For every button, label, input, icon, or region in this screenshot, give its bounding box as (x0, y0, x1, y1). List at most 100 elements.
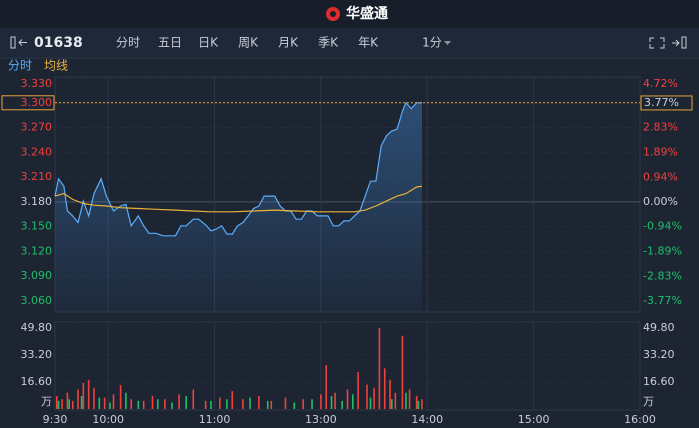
y-tick-label: 3.180 (21, 195, 53, 208)
y-tick-label: 3.330 (21, 77, 53, 90)
volume-bar (164, 399, 166, 409)
interval-select[interactable]: 1分 (422, 36, 442, 50)
volume-bar (357, 372, 359, 409)
x-tick-label: 14:00 (411, 413, 443, 426)
y2-tick-label: 1.89% (643, 145, 678, 158)
period-tab[interactable]: 周K (238, 36, 259, 50)
volume-bar (66, 392, 69, 409)
volume-bar (258, 395, 260, 409)
volume-bar (80, 395, 83, 409)
x-tick-label: 15:00 (518, 413, 550, 426)
volume-bar (325, 365, 328, 409)
y-tick-label: 3.270 (21, 121, 53, 134)
average-line (54, 185, 423, 213)
volume-bar (284, 397, 287, 409)
volume-bar (270, 400, 273, 409)
volume-tick-label: 16.60 (21, 375, 53, 388)
volume-bar (82, 382, 85, 409)
volume-bar (405, 392, 407, 409)
collapse-icon[interactable] (10, 36, 27, 49)
period-tab[interactable]: 分时 (116, 36, 140, 50)
volume-bar (311, 399, 313, 409)
y-tick-label: 3.240 (21, 145, 53, 158)
volume-bar (391, 399, 393, 409)
x-tick-label: 16:00 (624, 413, 656, 426)
volume-bar (61, 399, 63, 409)
volume-bar (204, 400, 207, 409)
volume-bar (346, 389, 349, 409)
volume-bar (171, 402, 173, 409)
price-area (55, 102, 422, 312)
volume-bar (293, 402, 296, 409)
volume-bar (401, 335, 404, 409)
volume-bar (98, 397, 101, 409)
volume-bar (87, 380, 90, 409)
volume-tick-label: 49.80 (643, 321, 675, 334)
x-tick-label: 13:00 (305, 413, 337, 426)
volume-bar (231, 391, 234, 409)
y2-tick-label: 4.72% (643, 77, 678, 90)
volume-bar (71, 400, 74, 409)
volume-tick-label: 33.20 (643, 348, 675, 361)
volume-bar (389, 379, 391, 409)
volume-bar (334, 392, 336, 409)
expand-icon[interactable] (672, 36, 687, 49)
volume-tick-label: 16.60 (643, 375, 675, 388)
y2-tick-label: -0.94% (643, 220, 682, 233)
symbol: 01638 (34, 35, 83, 51)
period-tab[interactable]: 月K (278, 36, 299, 50)
y2-tick-label: -1.89% (643, 245, 682, 258)
volume-bar (242, 399, 244, 409)
volume-bar (157, 399, 159, 409)
volume-bar (119, 385, 122, 409)
volume-bar (352, 394, 354, 409)
volume-bar (394, 392, 397, 409)
y-tick-label: 3.060 (21, 294, 53, 307)
fullscreen-icon[interactable] (649, 37, 665, 49)
volume-bar (320, 394, 322, 409)
y2-tick-label: -2.83% (643, 269, 682, 282)
volume-bar (57, 400, 60, 409)
volume-tick-label: 33.20 (21, 348, 53, 361)
volume-unit: 万 (41, 395, 52, 408)
period-tab[interactable]: 季K (318, 36, 339, 50)
period-tab[interactable]: 五日 (158, 36, 182, 50)
volume-bar (417, 400, 420, 409)
volume-bar (415, 395, 418, 409)
volume-bar (330, 395, 333, 409)
last-price-label: 3.300 (21, 96, 53, 109)
volume-bar (226, 399, 228, 409)
dropdown-arrow[interactable] (444, 41, 451, 45)
volume-bar (249, 397, 251, 409)
volume-bar (192, 389, 195, 409)
volume-bar (369, 397, 372, 409)
legend-tab[interactable]: 分时 (8, 59, 32, 73)
y2-tick-label: -3.77% (643, 294, 682, 307)
volume-bar (266, 400, 269, 409)
volume-bar (68, 399, 70, 409)
volume-bar (125, 392, 127, 409)
legend-tab[interactable]: 均线 (44, 59, 68, 73)
volume-bar (109, 402, 111, 409)
x-tick-label: 9:30 (43, 413, 68, 426)
volume-bar (341, 400, 343, 409)
volume-unit: 万 (643, 395, 654, 408)
period-tab[interactable]: 年K (358, 36, 379, 50)
volume-bar (366, 384, 368, 409)
last-change-label: 3.77% (644, 96, 679, 109)
volume-panel (54, 321, 641, 411)
volume-bar (210, 400, 212, 409)
volume-bar (383, 368, 386, 409)
volume-bar (373, 387, 375, 409)
period-tab[interactable]: 日K (198, 36, 219, 50)
volume-bar (112, 394, 115, 409)
toolbar (0, 28, 699, 58)
header-bar (0, 0, 699, 28)
y2-tick-label: 2.83% (643, 121, 678, 134)
last-price-box (1, 95, 55, 111)
volume-bar (93, 387, 95, 409)
volume-bar (130, 399, 133, 409)
volume-tick-label: 49.80 (21, 321, 53, 334)
